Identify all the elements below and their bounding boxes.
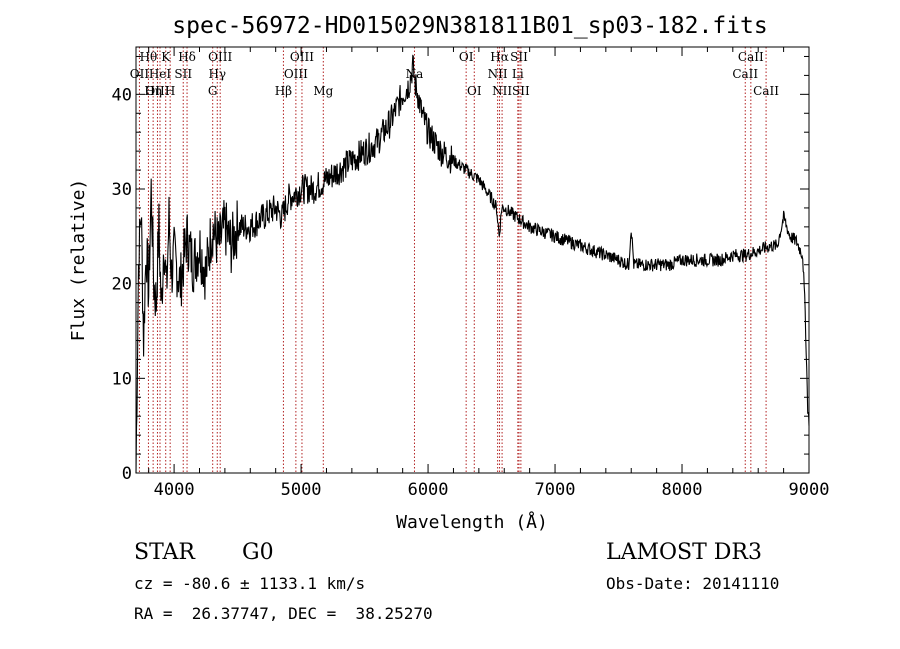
y-tick-label: 20 (112, 275, 132, 295)
spectral-line-label: CaII (732, 67, 758, 81)
spectrum-line (135, 54, 810, 474)
plot-frame (135, 46, 810, 474)
spectral-line-label: CaII (753, 84, 779, 98)
x-axis-label: Wavelength (Å) (396, 511, 548, 533)
survey-name: LAMOST DR3 (606, 540, 762, 565)
spectral-line-label: OI (459, 50, 474, 64)
x-tick-label: 4000 (154, 480, 195, 500)
spectral-line-label: OIII (145, 84, 169, 98)
coordinates: RA = 26.37747, DEC = 38.25270 (134, 604, 433, 623)
spectral-line-label: NII (488, 67, 508, 81)
spectral-line-label: Hα (490, 50, 509, 64)
spectral-line-label: SII (512, 84, 530, 98)
x-tick-label: 9000 (789, 480, 830, 500)
spectral-line-label: Hδ (178, 50, 196, 64)
spectral-line-label: Li (512, 67, 524, 81)
spectral-line-label: Hβ (275, 84, 292, 98)
observation-date: Obs-Date: 20141110 (606, 574, 780, 593)
y-tick-label: 40 (112, 85, 132, 105)
spectral-line-label: HeI (149, 67, 172, 81)
spectral-line-label: H (165, 84, 175, 98)
object-subclass: G0 (242, 540, 274, 565)
chart-title: spec-56972-HD015029N381811B01_sp03-182.f… (172, 13, 767, 39)
y-tick-label: 10 (112, 369, 132, 389)
spectral-line-label: SII (510, 50, 528, 64)
spectral-line-label: Hγ (208, 67, 226, 81)
y-tick-label: 30 (112, 180, 132, 200)
spectral-line-label: CaII (738, 50, 764, 64)
spectral-line-label: SII (174, 67, 192, 81)
y-axis-label: Flux (relative) (68, 179, 89, 342)
x-tick-label: 5000 (281, 480, 322, 500)
y-tick-label: 0 (122, 464, 132, 484)
spectral-line-label: Hη (144, 84, 162, 98)
x-tick-label: 8000 (662, 480, 703, 500)
spectral-line-label: OI (467, 84, 482, 98)
y-axis: 0 10 20 30 40 (112, 55, 809, 484)
spectral-line-label: NII (492, 84, 512, 98)
x-tick-label: 6000 (408, 480, 449, 500)
spectral-line-label: OIII (284, 67, 308, 81)
spectral-line-label: OII (130, 67, 150, 81)
redshift-info: cz = -80.6 ± 1133.1 km/s (134, 574, 366, 593)
spectral-line-label: K (161, 50, 171, 64)
spectral-line-markers (138, 47, 767, 473)
spectral-line-label: Mg (313, 84, 333, 98)
x-tick-label: 7000 (535, 480, 576, 500)
spectral-line-label: Hθ (140, 50, 158, 64)
spectral-line-label: G (208, 84, 218, 98)
object-class: STAR (134, 540, 195, 565)
spectral-line-label: OIII (290, 50, 314, 64)
x-axis: 4000 5000 6000 7000 8000 9000 (148, 47, 830, 500)
spectral-line-label: OIII (208, 50, 232, 64)
